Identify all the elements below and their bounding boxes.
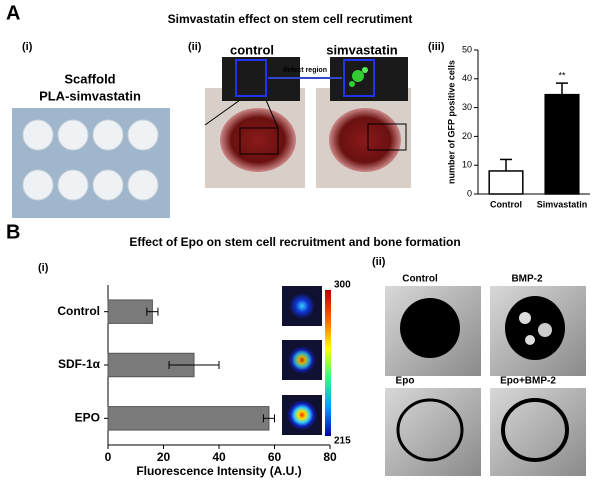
y-tick-label: 30: [462, 102, 472, 112]
y-tick-label: 0: [467, 188, 472, 198]
caption: Scaffold: [64, 71, 115, 86]
y-tick-label: 40: [462, 73, 472, 83]
y-tick-label: 20: [462, 131, 472, 141]
image-label: Control: [402, 274, 438, 285]
image-label: simvastatin: [326, 42, 398, 57]
colorbar-label: 215: [334, 436, 351, 447]
surgery-photos: [204, 57, 411, 188]
axis-label: Fluorescence Intensity (A.U.): [136, 464, 301, 478]
sub-label: (iii): [428, 41, 445, 53]
axis-label: number of GFP positive cells: [446, 60, 456, 184]
image-label: BMP-2: [511, 274, 543, 285]
panel-title: Effect of Epo on stem cell recruitment a…: [129, 235, 460, 249]
fluorescence-images: [282, 286, 331, 436]
y-tick-label: 10: [462, 160, 472, 170]
colorbar-label: 300: [334, 280, 351, 291]
y-tick-label: EPO: [75, 411, 100, 425]
sub-label: (ii): [372, 256, 386, 268]
scaffold-photo: [12, 108, 170, 218]
x-tick-label: 40: [212, 450, 226, 464]
sub-label: (ii): [188, 41, 202, 53]
bone-images: [385, 286, 586, 476]
panel-letter: B: [6, 221, 20, 243]
y-tick-label: SDF-1α: [58, 357, 101, 371]
x-tick-label: 60: [268, 450, 282, 464]
panel-title: Simvastatin effect on stem cell recrutim…: [168, 12, 413, 26]
bar: [107, 406, 270, 431]
x-tick-label: 80: [323, 450, 337, 464]
x-tick-label: 0: [105, 450, 112, 464]
y-tick-label: 50: [462, 44, 472, 54]
bar: [488, 170, 524, 195]
inset-label: defect region: [283, 67, 327, 74]
bar: [544, 93, 580, 195]
image-label: Epo+BMP-2: [500, 376, 556, 387]
x-tick-label: Simvastatin: [537, 199, 588, 209]
x-tick-label: 20: [157, 450, 171, 464]
y-tick-label: Control: [57, 304, 100, 318]
image-label: control: [230, 42, 274, 57]
sub-label: (i): [38, 262, 49, 274]
x-tick-label: Control: [490, 199, 522, 209]
caption: PLA-simvastatin: [39, 88, 141, 103]
image-label: Epo: [396, 376, 415, 387]
bar: [107, 299, 153, 324]
annotation: **: [558, 70, 566, 80]
panel-letter: A: [6, 2, 20, 24]
sub-label: (i): [22, 41, 33, 53]
